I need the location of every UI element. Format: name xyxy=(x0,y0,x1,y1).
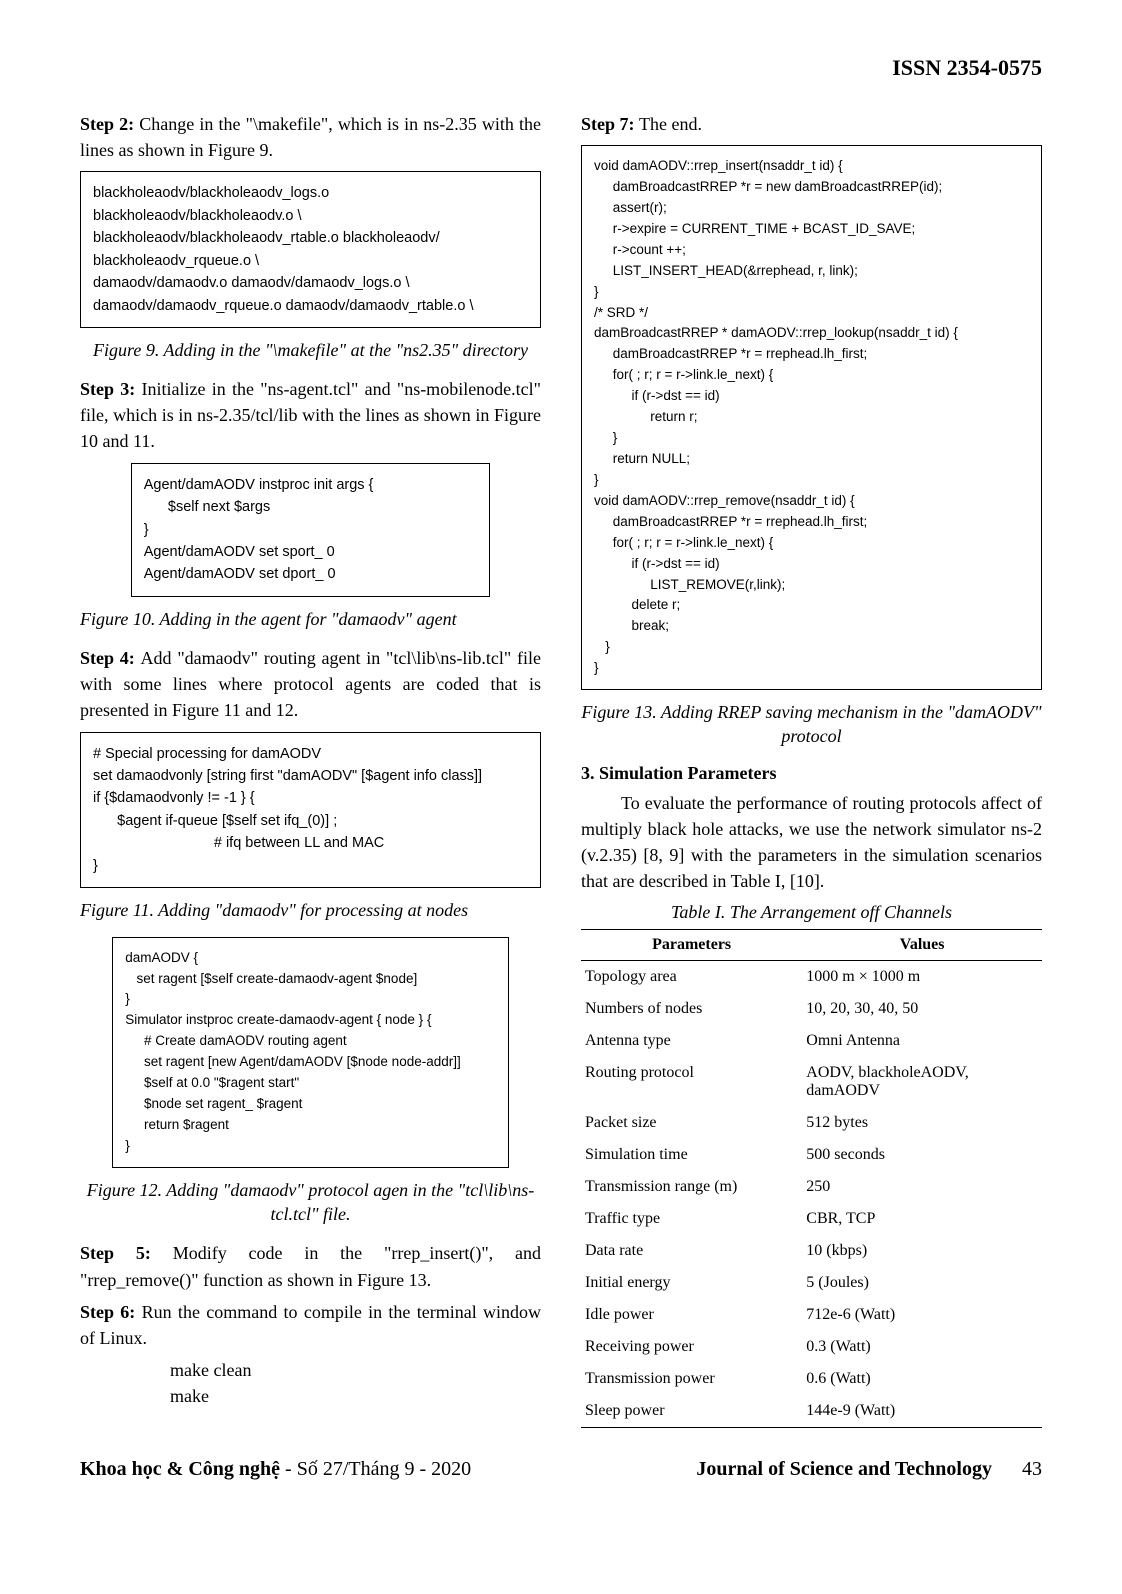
table-cell: AODV, blackholeAODV, damAODV xyxy=(802,1057,1042,1107)
table-cell: Sleep power xyxy=(581,1395,802,1428)
table-cell: 1000 m × 1000 m xyxy=(802,961,1042,994)
table-cell: 250 xyxy=(802,1171,1042,1203)
step3-text: Initialize in the "ns-agent.tcl" and "ns… xyxy=(80,379,541,451)
table-header-parameters: Parameters xyxy=(581,930,802,961)
step2-label: Step 2: xyxy=(80,114,139,134)
table-row: Routing protocolAODV, blackholeAODV, dam… xyxy=(581,1057,1042,1107)
table-cell: Transmission power xyxy=(581,1363,802,1395)
step7-paragraph: Step 7: The end. xyxy=(581,111,1042,137)
section-3-title: 3. Simulation Parameters xyxy=(581,763,1042,784)
footer-right: Journal of Science and Technology 43 xyxy=(696,1458,1042,1481)
table-cell: CBR, TCP xyxy=(802,1203,1042,1235)
table-cell: Idle power xyxy=(581,1299,802,1331)
table-cell: Packet size xyxy=(581,1107,802,1139)
table-cell: 5 (Joules) xyxy=(802,1267,1042,1299)
table-row: Traffic typeCBR, TCP xyxy=(581,1203,1042,1235)
table-row: Initial energy5 (Joules) xyxy=(581,1267,1042,1299)
step4-paragraph: Step 4: Add "damaodv" routing agent in "… xyxy=(80,645,541,723)
table-row: Numbers of nodes10, 20, 30, 40, 50 xyxy=(581,993,1042,1025)
two-column-layout: Step 2: Change in the "\makefile", which… xyxy=(80,111,1042,1428)
figure-12-caption: Figure 12. Adding "damaodv" protocol age… xyxy=(80,1178,541,1227)
table-cell: 512 bytes xyxy=(802,1107,1042,1139)
issn-header: ISSN 2354-0575 xyxy=(80,55,1042,81)
table-row: Antenna typeOmni Antenna xyxy=(581,1025,1042,1057)
table-cell: Transmission range (m) xyxy=(581,1171,802,1203)
code-figure-12: damAODV { set ragent [$self create-damao… xyxy=(112,937,508,1168)
step6-paragraph: Step 6: Run the command to compile in th… xyxy=(80,1299,541,1351)
make-clean-command: make clean xyxy=(170,1357,541,1383)
step2-text: Change in the "\makefile", which is in n… xyxy=(80,114,541,160)
table-cell: 500 seconds xyxy=(802,1139,1042,1171)
code-figure-11: # Special processing for damAODV set dam… xyxy=(80,732,541,889)
table-header-values: Values xyxy=(802,930,1042,961)
table-row: Data rate10 (kbps) xyxy=(581,1235,1042,1267)
code-figure-13: void damAODV::rrep_insert(nsaddr_t id) {… xyxy=(581,145,1042,690)
step6-label: Step 6: xyxy=(80,1302,142,1322)
step7-text: The end. xyxy=(639,114,702,134)
table-cell: 144e-9 (Watt) xyxy=(802,1395,1042,1428)
table-row: Simulation time500 seconds xyxy=(581,1139,1042,1171)
figure-13-caption: Figure 13. Adding RREP saving mechanism … xyxy=(581,700,1042,749)
right-column: Step 7: The end. void damAODV::rrep_inse… xyxy=(581,111,1042,1428)
figure-10-caption: Figure 10. Adding in the agent for "dama… xyxy=(80,607,541,631)
table-cell: 0.3 (Watt) xyxy=(802,1331,1042,1363)
table-cell: Receiving power xyxy=(581,1331,802,1363)
table-row: Transmission power0.6 (Watt) xyxy=(581,1363,1042,1395)
left-column: Step 2: Change in the "\makefile", which… xyxy=(80,111,541,1428)
step5-paragraph: Step 5: Modify code in the "rrep_insert(… xyxy=(80,1240,541,1292)
table-row: Transmission range (m)250 xyxy=(581,1171,1042,1203)
make-command: make xyxy=(170,1383,541,1409)
footer-journal-en: Journal of Science and Technology xyxy=(696,1458,992,1480)
table-row: Topology area1000 m × 1000 m xyxy=(581,961,1042,994)
step3-label: Step 3: xyxy=(80,379,142,399)
code-figure-9: blackholeaodv/blackholeaodv_logs.o black… xyxy=(80,171,541,328)
footer-issue: - Số 27/Tháng 9 - 2020 xyxy=(280,1458,471,1480)
table-cell: Routing protocol xyxy=(581,1057,802,1107)
table-cell: 10, 20, 30, 40, 50 xyxy=(802,993,1042,1025)
section-3-text: To evaluate the performance of routing p… xyxy=(581,790,1042,894)
parameters-table: Parameters Values Topology area1000 m × … xyxy=(581,929,1042,1428)
table-cell: Numbers of nodes xyxy=(581,993,802,1025)
footer-journal-vi: Khoa học & Công nghệ xyxy=(80,1458,280,1480)
step4-label: Step 4: xyxy=(80,648,141,668)
table-row: Packet size512 bytes xyxy=(581,1107,1042,1139)
step2-paragraph: Step 2: Change in the "\makefile", which… xyxy=(80,111,541,163)
step4-text: Add "damaodv" routing agent in "tcl\lib\… xyxy=(80,648,541,720)
table-cell: Data rate xyxy=(581,1235,802,1267)
table-cell: Initial energy xyxy=(581,1267,802,1299)
table-row: Idle power712e-6 (Watt) xyxy=(581,1299,1042,1331)
table-cell: 10 (kbps) xyxy=(802,1235,1042,1267)
table-cell: Omni Antenna xyxy=(802,1025,1042,1057)
step6-text: Run the command to compile in the termin… xyxy=(80,1302,541,1348)
footer-page-number: 43 xyxy=(1022,1458,1042,1480)
table-1-caption: Table I. The Arrangement off Channels xyxy=(581,902,1042,923)
table-cell: Antenna type xyxy=(581,1025,802,1057)
table-row: Receiving power0.3 (Watt) xyxy=(581,1331,1042,1363)
table-cell: 712e-6 (Watt) xyxy=(802,1299,1042,1331)
figure-9-caption: Figure 9. Adding in the "\makefile" at t… xyxy=(80,338,541,362)
table-cell: Topology area xyxy=(581,961,802,994)
step7-label: Step 7: xyxy=(581,114,639,134)
page-footer: Khoa học & Công nghệ - Số 27/Tháng 9 - 2… xyxy=(80,1458,1042,1481)
code-figure-10: Agent/damAODV instproc init args { $self… xyxy=(131,463,491,597)
figure-11-caption: Figure 11. Adding "damaodv" for processi… xyxy=(80,898,541,922)
table-cell: 0.6 (Watt) xyxy=(802,1363,1042,1395)
table-cell: Traffic type xyxy=(581,1203,802,1235)
table-header-row: Parameters Values xyxy=(581,930,1042,961)
step3-paragraph: Step 3: Initialize in the "ns-agent.tcl"… xyxy=(80,376,541,454)
table-cell: Simulation time xyxy=(581,1139,802,1171)
table-row: Sleep power144e-9 (Watt) xyxy=(581,1395,1042,1428)
step5-label: Step 5: xyxy=(80,1243,173,1263)
footer-left: Khoa học & Công nghệ - Số 27/Tháng 9 - 2… xyxy=(80,1458,471,1481)
